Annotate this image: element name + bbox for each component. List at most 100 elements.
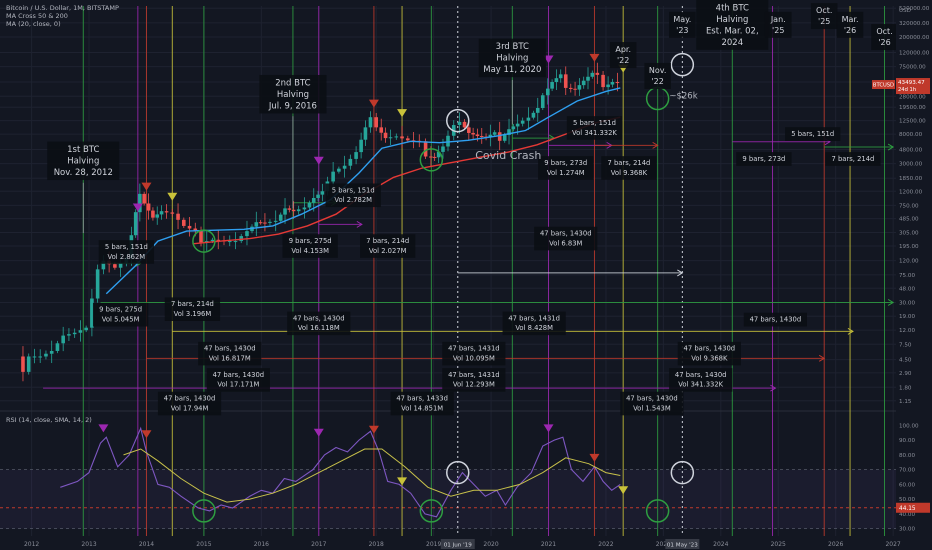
candle-body[interactable] — [405, 138, 410, 141]
candle-body[interactable] — [388, 137, 393, 139]
candle-body[interactable] — [38, 356, 43, 358]
candle-body[interactable] — [462, 121, 467, 128]
candle-body[interactable] — [307, 202, 312, 208]
candle-body[interactable] — [61, 335, 65, 344]
candle-body[interactable] — [101, 260, 106, 270]
candle-body[interactable] — [283, 208, 287, 215]
rsi-cycle-marker[interactable] — [313, 428, 324, 437]
candle-body[interactable] — [187, 225, 192, 229]
candle-body[interactable] — [446, 135, 450, 147]
rsi-line[interactable] — [60, 426, 621, 518]
candle-body[interactable] — [210, 239, 215, 242]
cycle-top-marker[interactable] — [368, 99, 379, 108]
symbol-legend[interactable]: Bitcoin / U.S. Dollar, 1M, BITSTAMP — [6, 4, 119, 12]
rsi-circle-marker[interactable] — [419, 499, 444, 523]
date-label[interactable]: Oct. '25 — [810, 3, 838, 30]
candle-body[interactable] — [78, 330, 83, 333]
cycle-circle-marker[interactable] — [446, 108, 470, 133]
rsi-cycle-marker[interactable] — [589, 453, 600, 462]
candle-body[interactable] — [170, 212, 175, 214]
candle-body[interactable] — [400, 136, 404, 139]
candle-body[interactable] — [113, 264, 117, 268]
rsi-circle-marker[interactable] — [192, 499, 216, 523]
candle-body[interactable] — [155, 214, 160, 218]
candle-body[interactable] — [239, 236, 244, 242]
candle-body[interactable] — [233, 241, 238, 243]
candle-body[interactable] — [118, 262, 123, 268]
candle-body[interactable] — [577, 85, 582, 90]
candle-body[interactable] — [492, 132, 497, 135]
candle-body[interactable] — [337, 168, 341, 172]
candle-body[interactable] — [457, 121, 462, 126]
candle-body[interactable] — [423, 141, 428, 157]
candle-body[interactable] — [615, 82, 620, 84]
cycle-circle-marker[interactable] — [670, 52, 695, 77]
candle-body[interactable] — [44, 353, 48, 357]
candle-body[interactable] — [72, 332, 77, 335]
cycle-top-marker[interactable] — [313, 156, 324, 165]
cycle-top-marker[interactable] — [397, 109, 408, 118]
candle-body[interactable] — [467, 127, 471, 133]
measure-label[interactable]: 7 bars, 214d Vol 3.196M — [164, 297, 221, 321]
candle-body[interactable] — [520, 120, 525, 124]
candle-body[interactable] — [550, 82, 554, 89]
candle-body[interactable] — [471, 132, 475, 135]
rsi-cycle-marker[interactable] — [98, 424, 109, 433]
measure-label[interactable]: 9 bars, 273d — [736, 152, 792, 166]
candle-body[interactable] — [535, 107, 540, 113]
candle-body[interactable] — [558, 74, 563, 79]
cycle-top-marker[interactable] — [167, 192, 178, 201]
candle-body[interactable] — [84, 327, 88, 331]
candle-body[interactable] — [55, 343, 60, 351]
candle-body[interactable] — [359, 139, 363, 153]
cycle-top-marker[interactable] — [141, 182, 152, 191]
ma-cross-legend[interactable]: MA Cross 50 & 200 — [6, 12, 68, 20]
candle-body[interactable] — [316, 194, 320, 198]
candle-body[interactable] — [475, 134, 480, 137]
candle-body[interactable] — [216, 239, 221, 241]
cycle-top-marker[interactable] — [589, 53, 600, 62]
measure-label[interactable]: 9 bars, 273d Vol 1.274M — [538, 156, 594, 180]
candle-body[interactable] — [394, 136, 399, 138]
candle-body[interactable] — [429, 156, 433, 158]
candle-body[interactable] — [526, 117, 531, 121]
measure-label[interactable]: 5 bars, 151d Vol 2.782M — [325, 183, 381, 208]
measure-label[interactable]: 5 bars, 151d Vol 341.332K — [566, 116, 623, 140]
candle-body[interactable] — [164, 211, 169, 213]
candle-body[interactable] — [586, 76, 590, 81]
measure-label[interactable]: 47 bars, 1430d Vol 16.118M — [287, 311, 351, 336]
candle-body[interactable] — [258, 222, 263, 224]
candle-body[interactable] — [436, 151, 441, 158]
candle-body[interactable] — [90, 298, 94, 328]
candle-body[interactable] — [374, 117, 379, 128]
candle-body[interactable] — [479, 136, 484, 138]
candle-body[interactable] — [26, 356, 31, 372]
rsi-cycle-marker[interactable] — [543, 424, 554, 433]
rsi-ma-line[interactable] — [123, 448, 621, 503]
candle-body[interactable] — [379, 127, 384, 133]
candle-body[interactable] — [176, 213, 180, 220]
candle-body[interactable] — [342, 165, 347, 169]
candle-body[interactable] — [278, 214, 283, 221]
candle-body[interactable] — [441, 146, 445, 152]
candle-body[interactable] — [502, 135, 507, 141]
measure-label[interactable]: 9 bars, 275d Vol 4.153M — [282, 234, 338, 258]
candle-body[interactable] — [296, 209, 301, 212]
cycle-circle-marker[interactable] — [192, 229, 216, 253]
rsi-circle-marker[interactable] — [645, 499, 670, 523]
candle-body[interactable] — [545, 88, 550, 96]
rsi-circle-marker[interactable] — [446, 460, 470, 485]
candle-body[interactable] — [515, 123, 520, 127]
measure-label[interactable]: 5 bars, 151d Vol 2.862M — [98, 240, 155, 264]
candle-body[interactable] — [268, 221, 272, 223]
candle-body[interactable] — [354, 152, 358, 159]
candle-body[interactable] — [138, 193, 142, 213]
